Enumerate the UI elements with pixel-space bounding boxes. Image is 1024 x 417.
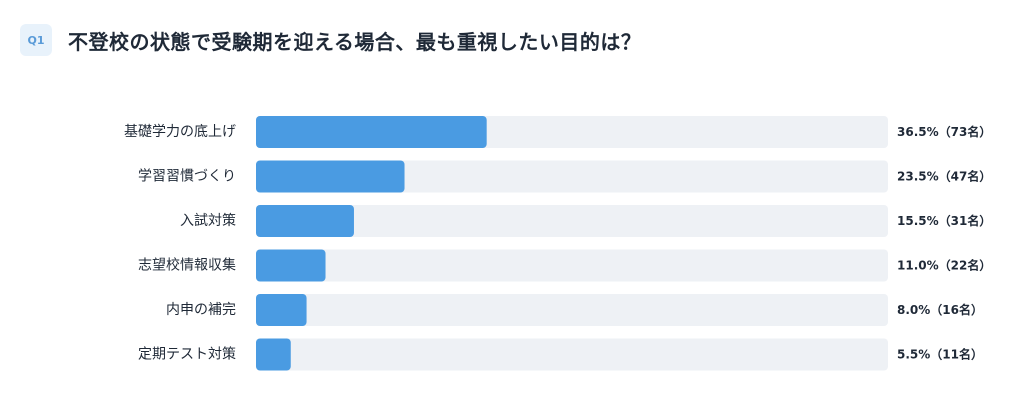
bar [256, 294, 307, 326]
bar-track [256, 294, 888, 326]
category-label: 志望校情報収集 [138, 257, 236, 274]
bar [256, 249, 326, 282]
bar [256, 160, 405, 193]
value-label: 11.0%（22名） [897, 258, 991, 273]
category-label: 基礎学力の底上げ [124, 123, 236, 140]
category-label: 定期テスト対策 [138, 346, 236, 363]
bar [256, 338, 291, 371]
bar-row: 志望校情報収集 11.0%（22名） [138, 249, 991, 282]
category-label: 内申の補完 [166, 302, 236, 318]
category-label: 入試対策 [180, 212, 236, 229]
bar-track [256, 160, 888, 193]
value-label: 36.5%（73名） [897, 124, 991, 139]
category-label: 学習習慣づくり [138, 168, 236, 185]
value-label: 8.0%（16名） [897, 302, 983, 317]
question-header: Q1 不登校の状態で受験期を迎える場合、最も重視したい目的は？ [20, 24, 641, 56]
value-label: 23.5%（47名） [897, 169, 991, 184]
value-label: 15.5%（31名） [897, 213, 991, 228]
value-label: 5.5%（11名） [897, 347, 983, 362]
bar-track [256, 338, 888, 371]
bar-track [256, 249, 888, 282]
bar [256, 205, 354, 237]
bar-row: 内申の補完 8.0%（16名） [166, 294, 983, 326]
bar-row: 基礎学力の底上げ 36.5%（73名） [124, 116, 991, 148]
bar-row: 学習習慣づくり 23.5%（47名） [138, 160, 991, 193]
bar-row: 入試対策 15.5%（31名） [180, 205, 991, 237]
bar [256, 116, 487, 148]
question-title: 不登校の状態で受験期を迎える場合、最も重視したい目的は？ [68, 29, 642, 54]
bar-row: 定期テスト対策 5.5%（11名） [138, 338, 983, 371]
question-number-badge: Q1 [20, 24, 52, 56]
bar-track [256, 205, 888, 237]
